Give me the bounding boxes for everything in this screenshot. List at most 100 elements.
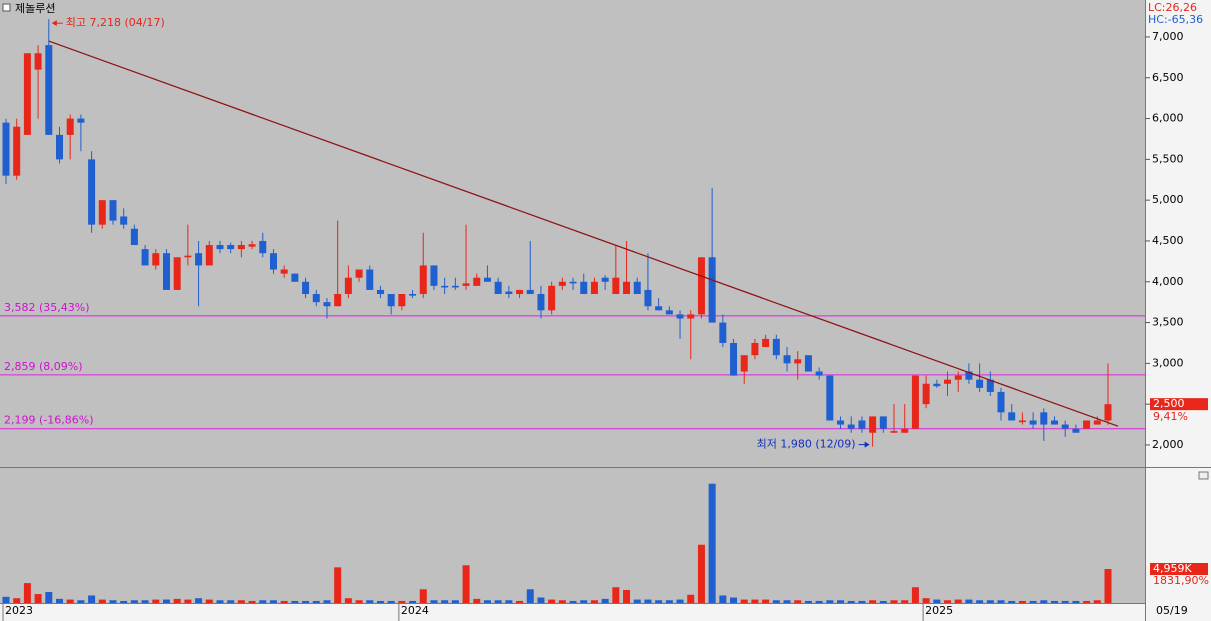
candle-body <box>23 53 31 135</box>
candle-body <box>879 416 887 429</box>
candle-body <box>195 253 203 266</box>
candle-body <box>965 371 973 380</box>
volume-bar <box>516 600 524 603</box>
volume-bar <box>815 600 823 603</box>
volume-bar <box>623 589 631 603</box>
low-arrowhead <box>864 441 870 448</box>
candle-body <box>612 277 620 295</box>
volume-bar <box>612 587 620 603</box>
candle-body <box>623 281 631 295</box>
volume-bar <box>344 598 352 603</box>
candle-body <box>558 281 566 286</box>
volume-bar <box>195 598 203 603</box>
volume-bar <box>430 600 438 603</box>
candle-body <box>569 281 577 284</box>
candle-body <box>483 277 491 282</box>
candle-body <box>922 383 930 405</box>
volume-bar <box>1061 600 1069 603</box>
level-label: 3,582 (35,43%) <box>4 301 90 314</box>
volume-bar <box>302 600 310 603</box>
candle-body <box>1104 404 1112 421</box>
y-tick-label: 5,000 <box>1152 193 1184 206</box>
volume-bar <box>965 599 973 603</box>
candle-body <box>633 281 641 295</box>
last-change: 9,41% <box>1153 410 1188 423</box>
volume-bar <box>505 600 513 603</box>
volume-bar <box>366 600 374 603</box>
volume-bar <box>911 587 919 603</box>
volume-bar <box>173 598 181 603</box>
candle-body <box>355 269 363 278</box>
volume-bar <box>1093 600 1101 603</box>
pane-button[interactable] <box>1198 471 1209 480</box>
volume-bar <box>879 600 887 603</box>
candle-body <box>344 277 352 295</box>
volume-bar <box>216 600 224 603</box>
candle-body <box>312 294 320 303</box>
volume-bar <box>1008 600 1016 603</box>
candle-body <box>1051 420 1059 425</box>
volume-bar <box>34 594 42 603</box>
low-annotation: 최저 1,980 (12/09) <box>757 438 856 451</box>
volume-bar <box>751 599 759 603</box>
candle-body <box>516 289 524 295</box>
volume-bar <box>762 599 770 603</box>
candle-body <box>676 314 684 319</box>
volume-bar <box>826 600 834 603</box>
candle-body <box>66 118 74 135</box>
volume-bar <box>655 600 663 603</box>
volume-bar <box>376 600 384 603</box>
volume-change: 1831,90% <box>1153 574 1209 587</box>
candle-body <box>740 355 748 372</box>
volume-bar <box>184 599 192 603</box>
candle-body <box>537 294 545 311</box>
candle-body <box>1040 412 1048 425</box>
volume-bar <box>558 600 566 603</box>
volume-bar <box>462 565 470 603</box>
volume-bar <box>997 600 1005 603</box>
candle-body <box>644 289 652 307</box>
candle-body <box>751 342 759 356</box>
candle-body <box>451 285 459 288</box>
y-tick-label: 6,000 <box>1152 112 1184 125</box>
high-arrowhead <box>51 20 57 27</box>
volume-bar <box>451 600 459 603</box>
x-axis-bg <box>0 603 1145 621</box>
volume-bar <box>1029 600 1037 603</box>
volume-bar <box>45 592 53 603</box>
candle-body <box>34 53 42 70</box>
chart-title: 제놀루션 <box>15 2 55 15</box>
candle-body <box>687 314 695 319</box>
candle-body <box>1029 420 1037 425</box>
candle-body <box>505 291 513 295</box>
candle-body <box>387 294 395 307</box>
volume-bar <box>633 599 641 603</box>
volume-bar <box>23 583 31 603</box>
candle-body <box>13 126 21 176</box>
volume-bar <box>109 600 117 603</box>
candle-body <box>794 359 802 364</box>
candle-body <box>227 245 235 250</box>
last-price-box <box>1150 398 1208 411</box>
candle-body <box>847 424 855 429</box>
candle-body <box>580 281 588 295</box>
volume-bar <box>152 599 160 603</box>
last-volume-box <box>1150 563 1208 576</box>
candle-body <box>933 383 941 387</box>
volume-bar <box>409 600 417 603</box>
candle-body <box>590 281 598 295</box>
title-box <box>2 3 11 12</box>
volume-bar <box>847 600 855 603</box>
volume-bar <box>205 599 213 603</box>
volume-bar <box>719 595 727 603</box>
volume-bar <box>269 600 277 603</box>
last-price: 2,500 <box>1153 397 1185 410</box>
candle-body <box>45 45 53 135</box>
candle-body <box>901 428 909 433</box>
candle-body <box>323 302 331 307</box>
y-tick-label: 4,500 <box>1152 234 1184 247</box>
candle-body <box>976 379 984 388</box>
volume-bar <box>494 600 502 603</box>
volume-bar <box>730 597 738 603</box>
candle-body <box>719 322 727 343</box>
